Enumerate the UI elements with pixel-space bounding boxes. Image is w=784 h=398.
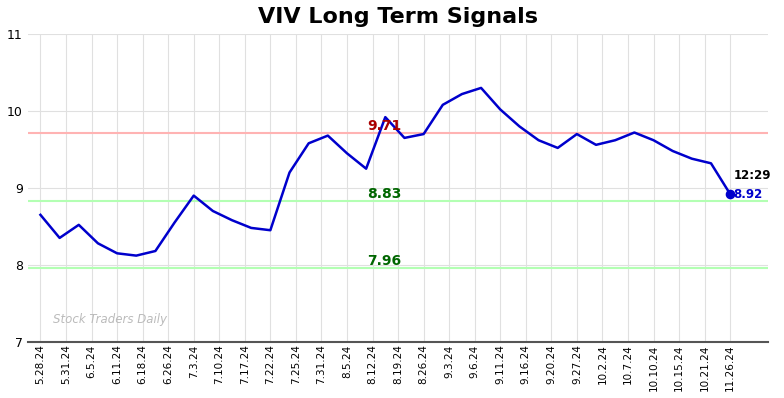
Text: 8.83: 8.83 — [368, 187, 401, 201]
Text: 7.96: 7.96 — [368, 254, 401, 268]
Title: VIV Long Term Signals: VIV Long Term Signals — [258, 7, 538, 27]
Text: 9.71: 9.71 — [368, 119, 401, 133]
Text: Stock Traders Daily: Stock Traders Daily — [53, 312, 167, 326]
Text: 12:29: 12:29 — [733, 169, 771, 181]
Point — [724, 191, 736, 197]
Text: 8.92: 8.92 — [733, 188, 763, 201]
